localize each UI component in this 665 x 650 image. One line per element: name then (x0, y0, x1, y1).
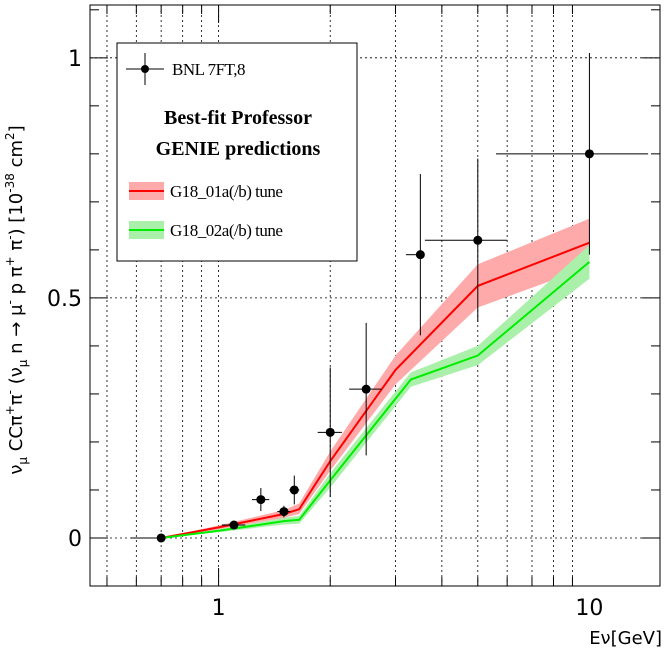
y-title-mid2: p π (6, 266, 27, 300)
y-title-two: 2 (3, 132, 17, 140)
series-line (161, 261, 591, 539)
y-title-mu: μ (16, 457, 30, 465)
y-title-open: (ν (6, 367, 27, 390)
y-title-plus2: + (3, 256, 17, 266)
series-band (161, 218, 590, 538)
y-title-plus: + (3, 405, 17, 415)
y-title-minus: - (3, 390, 17, 394)
x-tick-label: 1 (212, 596, 226, 621)
y-title-cc: CCπ (6, 415, 27, 457)
x-axis-title: Eν[GeV] (589, 628, 662, 649)
y-title-close: ) [10 (6, 193, 27, 236)
data-point (156, 533, 166, 543)
y-title-mid: n → μ (6, 304, 27, 360)
y-title-nu: ν (6, 465, 27, 475)
legend-data-label: BNL 7FT,8 (172, 60, 245, 79)
y-title-unit: cm (6, 140, 27, 173)
y-tick-label: 1 (68, 47, 82, 72)
y-title-minus3: - (3, 235, 17, 239)
data-point (473, 235, 483, 245)
data-point (584, 149, 594, 159)
uncertainty-bands (161, 218, 590, 538)
legend-tune1-label: G18_01a(/b) tune (170, 182, 282, 201)
x-tick-label: 10 (575, 596, 603, 621)
data-point (415, 250, 425, 260)
y-tick-label: 0.5 (47, 287, 82, 312)
data-point (361, 384, 371, 394)
legend-data-marker (141, 65, 149, 73)
y-tick-label: 0 (68, 527, 82, 552)
y-axis-title: νμ CCπ+π- (νμ n → μ- p π+ π-) [10-38 cm2… (3, 125, 30, 474)
legend-tune2-label: G18_02a(/b) tune (170, 221, 282, 240)
legend-heading-line2: GENIE predictions (156, 138, 321, 160)
data-points (130, 53, 649, 543)
plot-frame (89, 4, 661, 587)
y-title-exp: -38 (3, 173, 17, 193)
data-point (325, 427, 335, 437)
data-point (229, 520, 239, 530)
y-title-minus2: - (3, 300, 17, 304)
data-point (289, 485, 299, 495)
data-point (256, 495, 266, 505)
legend: BNL 7FT,8 Best-fit Professor GENIE predi… (116, 42, 358, 262)
legend-heading-line1: Best-fit Professor (164, 107, 312, 129)
y-title-mid3: π (6, 240, 27, 257)
axis-ticks: 0 0.5 1 1 10 (47, 5, 660, 621)
y-title-end: ] (6, 125, 27, 132)
data-point (279, 507, 289, 517)
y-title-mu2: μ (16, 359, 30, 367)
y-title-pi: π (6, 394, 27, 405)
